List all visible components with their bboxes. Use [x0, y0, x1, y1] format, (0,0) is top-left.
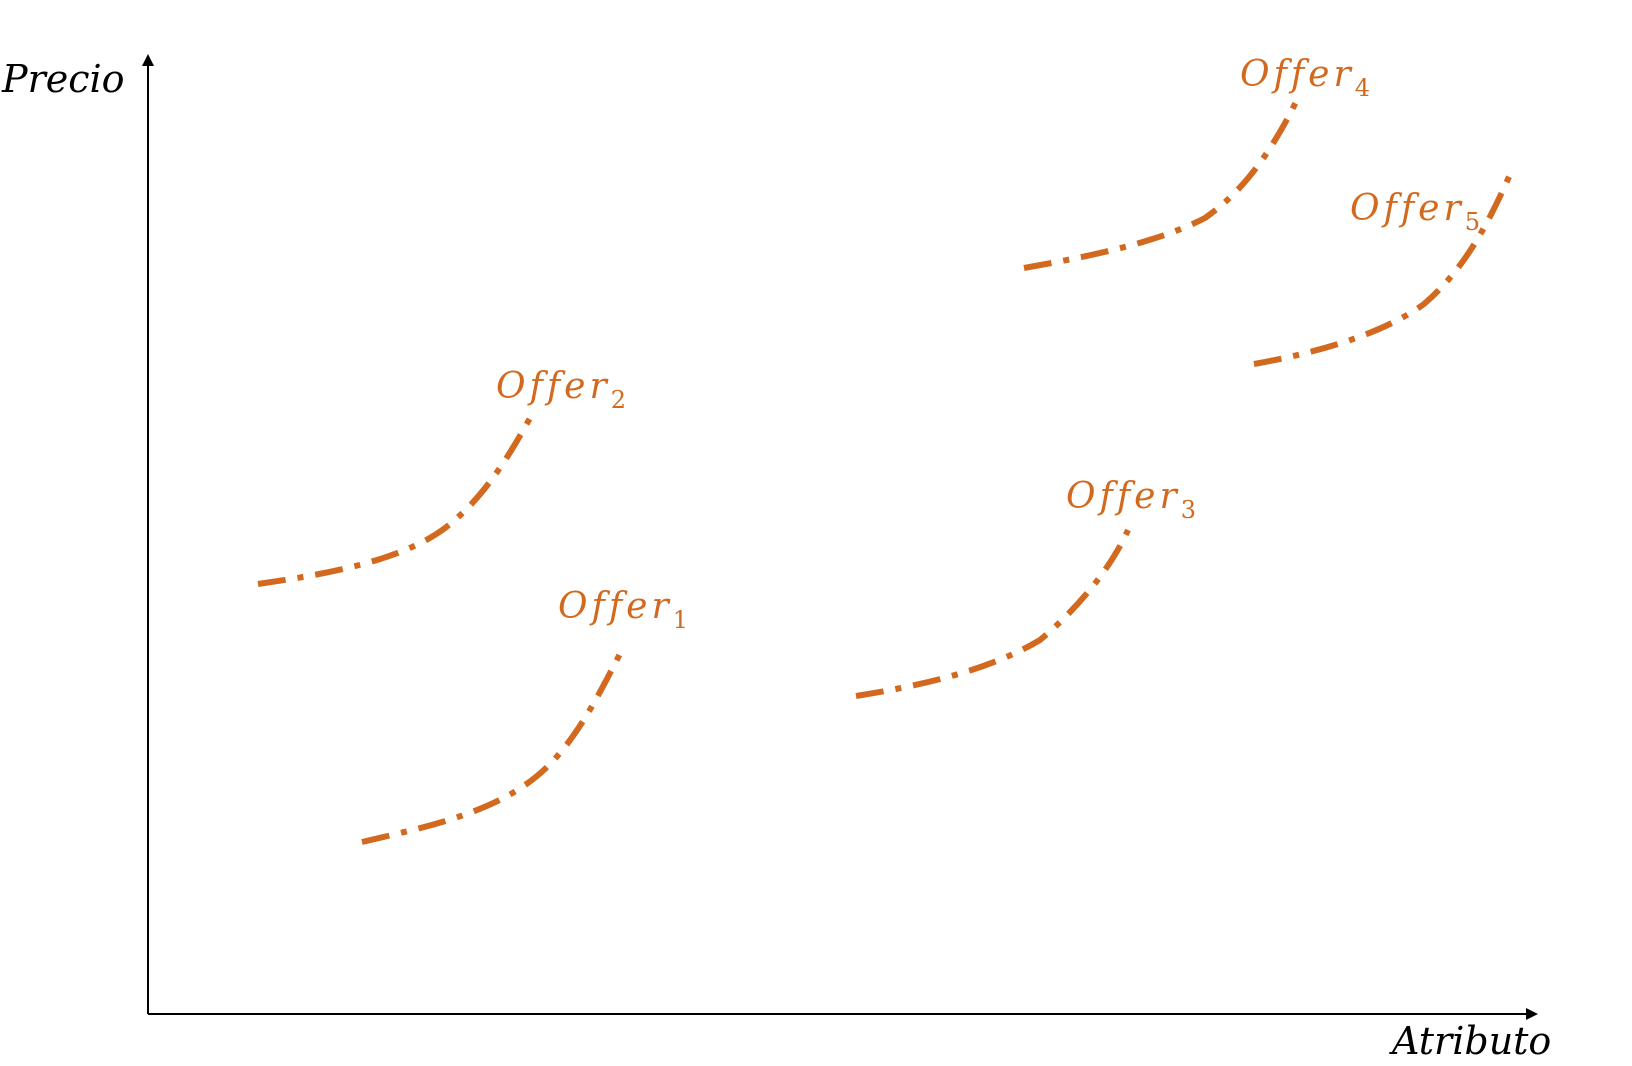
offer-3-curve	[855, 528, 1131, 699]
offer-2-curve	[257, 416, 533, 587]
y-axis-label: Precio	[1, 57, 125, 101]
offer-1-curve	[361, 648, 625, 845]
offer-1-label: Offer1	[558, 586, 688, 634]
offer-3-label: Offer3	[1066, 476, 1196, 524]
offer-4-curve	[1023, 100, 1299, 271]
offer-5-curve	[1253, 168, 1515, 367]
offer-4-label: Offer4	[1240, 54, 1370, 102]
offer-2-label: Offer2	[496, 366, 626, 414]
x-axis-label: Atributo	[1389, 1019, 1551, 1063]
offer-5-label: Offer5	[1350, 188, 1480, 236]
